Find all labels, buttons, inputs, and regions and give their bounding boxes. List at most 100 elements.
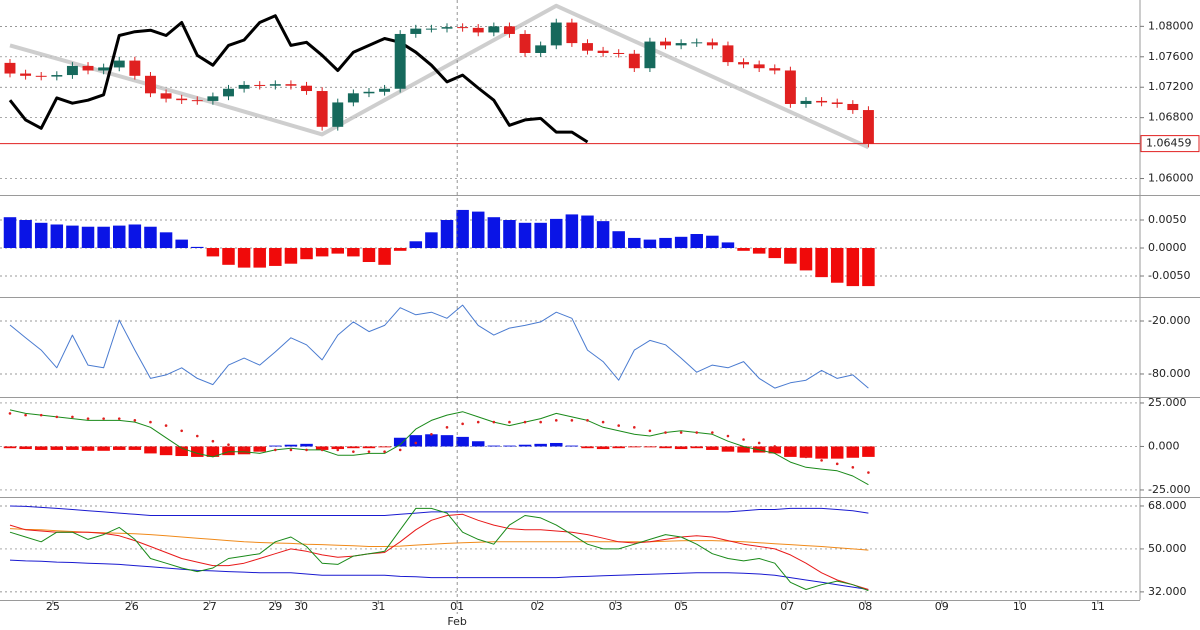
candle-body [753, 64, 765, 69]
candle-body [441, 27, 453, 29]
indicator-line [9, 513, 869, 590]
histogram-bar [144, 446, 157, 454]
histogram-bar [81, 226, 95, 249]
histogram-bar [425, 232, 438, 249]
y-tick-label: 1.06000 [1148, 172, 1194, 185]
x-tick-label: 31 [371, 600, 385, 613]
histogram-bar [253, 248, 266, 268]
histogram-bar [362, 248, 376, 263]
indicator-dot [492, 420, 496, 424]
histogram-bar [456, 436, 469, 447]
y-tick-label: 68.000 [1148, 499, 1187, 512]
candle-body [144, 75, 156, 94]
candle-body [535, 45, 547, 53]
histogram-bar [300, 248, 313, 260]
histogram-bar [113, 446, 126, 450]
histogram-bar [862, 446, 875, 457]
indicator-dot [523, 420, 527, 424]
candle-body [488, 26, 500, 33]
histogram-bar [66, 225, 79, 249]
candle-body [410, 28, 422, 34]
histogram-bar [347, 446, 360, 449]
x-tick-label: 05 [674, 600, 688, 613]
indicator-dot [757, 441, 761, 445]
candle-body [425, 28, 437, 30]
x-tick-label: 02 [531, 600, 545, 613]
candle-body [4, 62, 16, 74]
indicator-dot [664, 431, 667, 434]
histogram-bar [331, 446, 344, 450]
x-tick-label: 03 [609, 600, 623, 613]
histogram-bar [612, 231, 625, 249]
histogram-bar [331, 248, 344, 254]
histogram-bar [269, 445, 282, 447]
candle-body [472, 27, 484, 33]
histogram-bar [674, 446, 688, 450]
histogram-bar [752, 248, 766, 254]
candle-body [394, 33, 406, 89]
histogram-bar [159, 446, 173, 456]
indicator-dot [586, 419, 589, 422]
histogram-bar [659, 237, 672, 249]
histogram-bar [144, 226, 157, 249]
histogram-bar [768, 446, 782, 454]
indicator-dot [320, 448, 324, 452]
histogram-bar [690, 234, 703, 249]
histogram-bar [815, 446, 828, 459]
indicator-dot [820, 459, 823, 462]
histogram-bar [393, 437, 407, 447]
histogram-bar [393, 248, 407, 251]
x-tick-label: 29 [268, 600, 282, 613]
histogram-bar [487, 217, 501, 249]
x-tick-label: 08 [858, 600, 872, 613]
histogram-bar [674, 236, 688, 249]
x-tick-label: 30 [294, 600, 308, 613]
indicator-dot [227, 443, 230, 447]
histogram-bar [19, 220, 32, 249]
histogram-bar [659, 446, 672, 449]
indicator-dot [133, 419, 137, 422]
indicator-dot [508, 420, 511, 424]
indicator-dot [289, 448, 293, 452]
histogram-bar [284, 444, 298, 447]
histogram-bar [191, 246, 204, 249]
histogram-bar [425, 434, 438, 447]
histogram-bar [534, 222, 547, 249]
last-price-box [1140, 135, 1200, 153]
histogram-bar [440, 435, 454, 447]
candle-body [597, 50, 609, 53]
histogram-bar [237, 446, 251, 455]
histogram-bar [50, 224, 64, 249]
indicator-dot [742, 438, 745, 441]
last-price-label: 1.06459 [1146, 137, 1192, 150]
histogram-bar [643, 239, 657, 249]
histogram-bar [565, 445, 579, 447]
histogram-bar [128, 446, 142, 450]
y-tick-label: 1.07200 [1148, 80, 1194, 93]
indicator-dot [476, 420, 480, 424]
indicator-line [9, 559, 869, 590]
indicator-dot [367, 450, 371, 453]
indicator-dot [711, 431, 714, 434]
candle-body [519, 33, 531, 53]
candle-body [379, 88, 391, 92]
histogram-bar [643, 446, 657, 448]
indicator-dot [554, 419, 558, 422]
y-tick-label: 0.000 [1148, 439, 1180, 452]
x-tick-label: 27 [203, 600, 217, 613]
indicator-dot [24, 413, 27, 417]
indicator-dot [773, 445, 777, 448]
histogram-bar [300, 443, 313, 447]
candle-body [269, 84, 281, 86]
indicator-line [9, 507, 869, 592]
candle-body [566, 22, 578, 44]
histogram-bar [815, 248, 828, 278]
histogram-bar [846, 446, 860, 458]
candle-body [160, 93, 172, 99]
indicator-dot [55, 415, 59, 419]
indicator-line [9, 304, 869, 389]
indicator-dot [336, 448, 340, 452]
candle-body [301, 85, 313, 92]
histogram-bar [97, 446, 110, 451]
